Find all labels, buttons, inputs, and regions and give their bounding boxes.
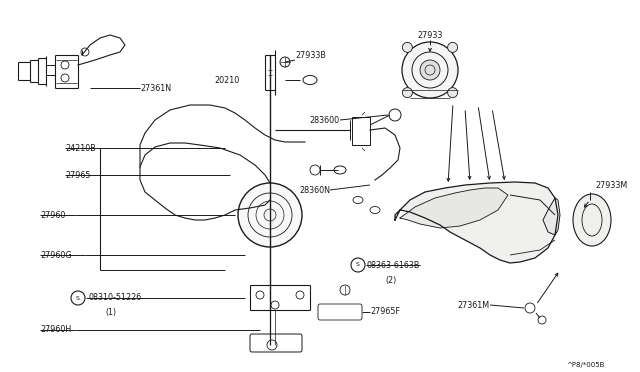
Text: (1): (1) xyxy=(105,308,116,317)
Text: 27361M: 27361M xyxy=(458,301,490,310)
Text: S: S xyxy=(356,263,360,267)
Circle shape xyxy=(403,42,412,52)
Polygon shape xyxy=(400,188,508,228)
Ellipse shape xyxy=(573,194,611,246)
Text: 27965: 27965 xyxy=(65,170,90,180)
Text: 27933: 27933 xyxy=(417,31,443,39)
Text: 28360N: 28360N xyxy=(299,186,330,195)
Text: 27933B: 27933B xyxy=(295,51,326,60)
Polygon shape xyxy=(543,198,560,235)
Text: 20210: 20210 xyxy=(215,76,240,84)
Circle shape xyxy=(420,60,440,80)
Text: 27960G: 27960G xyxy=(40,250,72,260)
Text: 27965F: 27965F xyxy=(370,308,400,317)
Text: S: S xyxy=(76,295,80,301)
Circle shape xyxy=(238,183,302,247)
Circle shape xyxy=(403,88,412,97)
Polygon shape xyxy=(395,182,558,263)
Circle shape xyxy=(402,42,458,98)
Text: 283600: 283600 xyxy=(310,115,340,125)
Text: 27960: 27960 xyxy=(40,211,65,219)
Text: ^P8/*005B: ^P8/*005B xyxy=(566,362,605,368)
Text: 27361N: 27361N xyxy=(140,83,171,93)
Text: 08310-51226: 08310-51226 xyxy=(88,294,141,302)
Text: 08363-6163B: 08363-6163B xyxy=(367,260,420,269)
Text: 24210B: 24210B xyxy=(65,144,96,153)
Text: 27933M: 27933M xyxy=(595,180,627,189)
Circle shape xyxy=(447,42,458,52)
Circle shape xyxy=(447,88,458,97)
Text: 27960H: 27960H xyxy=(40,326,71,334)
Text: (2): (2) xyxy=(385,276,396,285)
